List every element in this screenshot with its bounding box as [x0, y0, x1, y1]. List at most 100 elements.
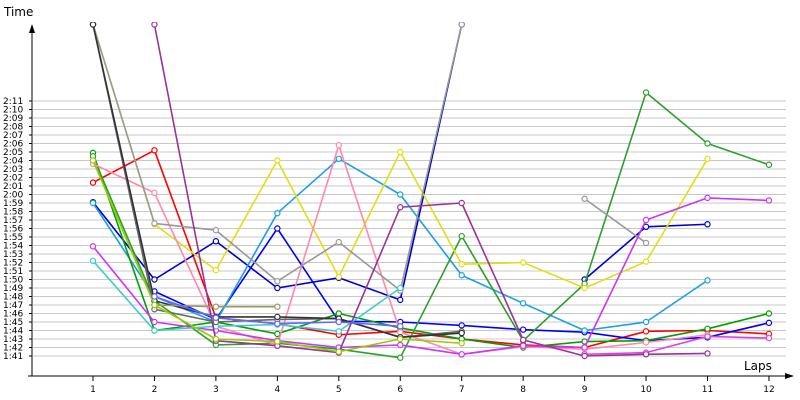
data-point — [212, 226, 220, 234]
data-point — [642, 328, 650, 335]
data-point — [397, 329, 404, 336]
data-point — [458, 199, 465, 207]
y-tick-label: 1:43 — [3, 335, 23, 345]
series-line — [584, 198, 647, 244]
data-point — [151, 276, 158, 283]
y-tick-label: 2:05 — [3, 148, 23, 158]
y-tick-label: 2:10 — [3, 106, 23, 116]
y-tick-label: 1:52 — [3, 259, 23, 269]
y-tick-labels: 1:411:421:431:441:451:461:471:481:491:50… — [3, 97, 23, 362]
data-point — [519, 336, 527, 344]
y-axis-arrow-icon — [29, 24, 35, 33]
data-point — [765, 310, 773, 317]
y-tick-label: 2:03 — [3, 165, 23, 175]
data-point — [274, 278, 281, 285]
data-point — [151, 301, 158, 309]
data-point — [642, 258, 650, 265]
data-point — [458, 322, 465, 329]
y-tick-label: 2:11 — [3, 97, 23, 107]
data-point — [151, 220, 158, 227]
x-tick-label: 1 — [90, 385, 96, 395]
data-point — [212, 314, 220, 321]
series-line — [92, 260, 401, 333]
series-line — [153, 24, 708, 357]
data-point — [335, 273, 342, 281]
x-tick-label: 9 — [582, 385, 588, 395]
data-point — [397, 354, 404, 361]
data-point — [642, 89, 650, 96]
x-tick-label: 3 — [213, 385, 219, 395]
data-point — [458, 351, 465, 358]
data-point — [458, 340, 465, 347]
data-point — [519, 326, 527, 333]
series-2 — [89, 22, 711, 304]
data-point — [397, 323, 404, 330]
x-axis-arrow-icon — [785, 373, 794, 379]
y-tick-label: 2:09 — [3, 114, 23, 124]
data-point — [397, 284, 404, 292]
series-9 — [89, 22, 650, 294]
data-point — [212, 238, 220, 245]
data-point — [519, 300, 527, 307]
data-point — [151, 22, 158, 28]
data-point — [642, 318, 650, 326]
x-tick-label: 5 — [336, 385, 342, 395]
data-point — [335, 348, 342, 355]
x-tick-label: 10 — [640, 385, 652, 395]
x-tick-labels: 1 2 3 4 5 6 7 8 9 10 11 12 — [90, 376, 775, 395]
data-point — [765, 197, 773, 204]
data-point — [642, 339, 650, 346]
data-point — [335, 141, 342, 149]
series-18 — [151, 293, 404, 330]
data-point — [397, 148, 404, 156]
data-point — [89, 179, 97, 186]
data-point — [151, 293, 158, 300]
data-point — [397, 335, 404, 343]
data-point — [581, 352, 588, 360]
y-tick-label: 1:42 — [3, 344, 23, 354]
data-point — [274, 320, 281, 327]
data-point — [704, 325, 711, 332]
data-point — [274, 303, 281, 310]
series-layer — [89, 22, 773, 361]
data-point — [89, 257, 97, 264]
series-line — [92, 197, 769, 356]
y-tick-label: 1:48 — [3, 293, 23, 303]
data-point — [151, 327, 158, 334]
data-point — [704, 221, 711, 228]
series-17 — [89, 157, 465, 355]
series-13 — [151, 22, 711, 360]
data-point — [765, 334, 773, 342]
series-line — [92, 24, 709, 289]
series-15 — [89, 22, 465, 341]
data-point — [458, 261, 465, 268]
y-tick-label: 2:04 — [3, 157, 23, 167]
y-tick-label: 1:41 — [3, 352, 23, 362]
y-tick-label: 2:01 — [3, 182, 23, 192]
x-tick-label: 12 — [763, 385, 774, 395]
y-tick-label: 1:58 — [3, 208, 23, 218]
data-point — [212, 335, 220, 343]
data-point — [519, 342, 527, 349]
data-point — [704, 277, 711, 284]
y-tick-label: 1:46 — [3, 310, 23, 320]
y-tick-label: 1:55 — [3, 233, 23, 243]
x-tick-label: 8 — [520, 385, 526, 395]
data-point — [151, 147, 158, 154]
y-tick-label: 1:50 — [3, 276, 23, 286]
data-point — [335, 318, 342, 326]
series-1 — [89, 147, 773, 351]
data-point — [89, 157, 97, 164]
series-line — [92, 152, 770, 349]
data-point — [458, 272, 465, 279]
y-tick-label: 2:07 — [3, 131, 23, 141]
data-point — [274, 338, 281, 345]
data-point — [274, 209, 281, 217]
x-tick-label: 7 — [459, 385, 465, 395]
data-point — [581, 327, 588, 334]
series-5 — [89, 149, 773, 351]
y-tick-label: 1:57 — [3, 216, 23, 226]
y-axis-title: Time — [3, 5, 33, 19]
data-point — [274, 330, 281, 338]
